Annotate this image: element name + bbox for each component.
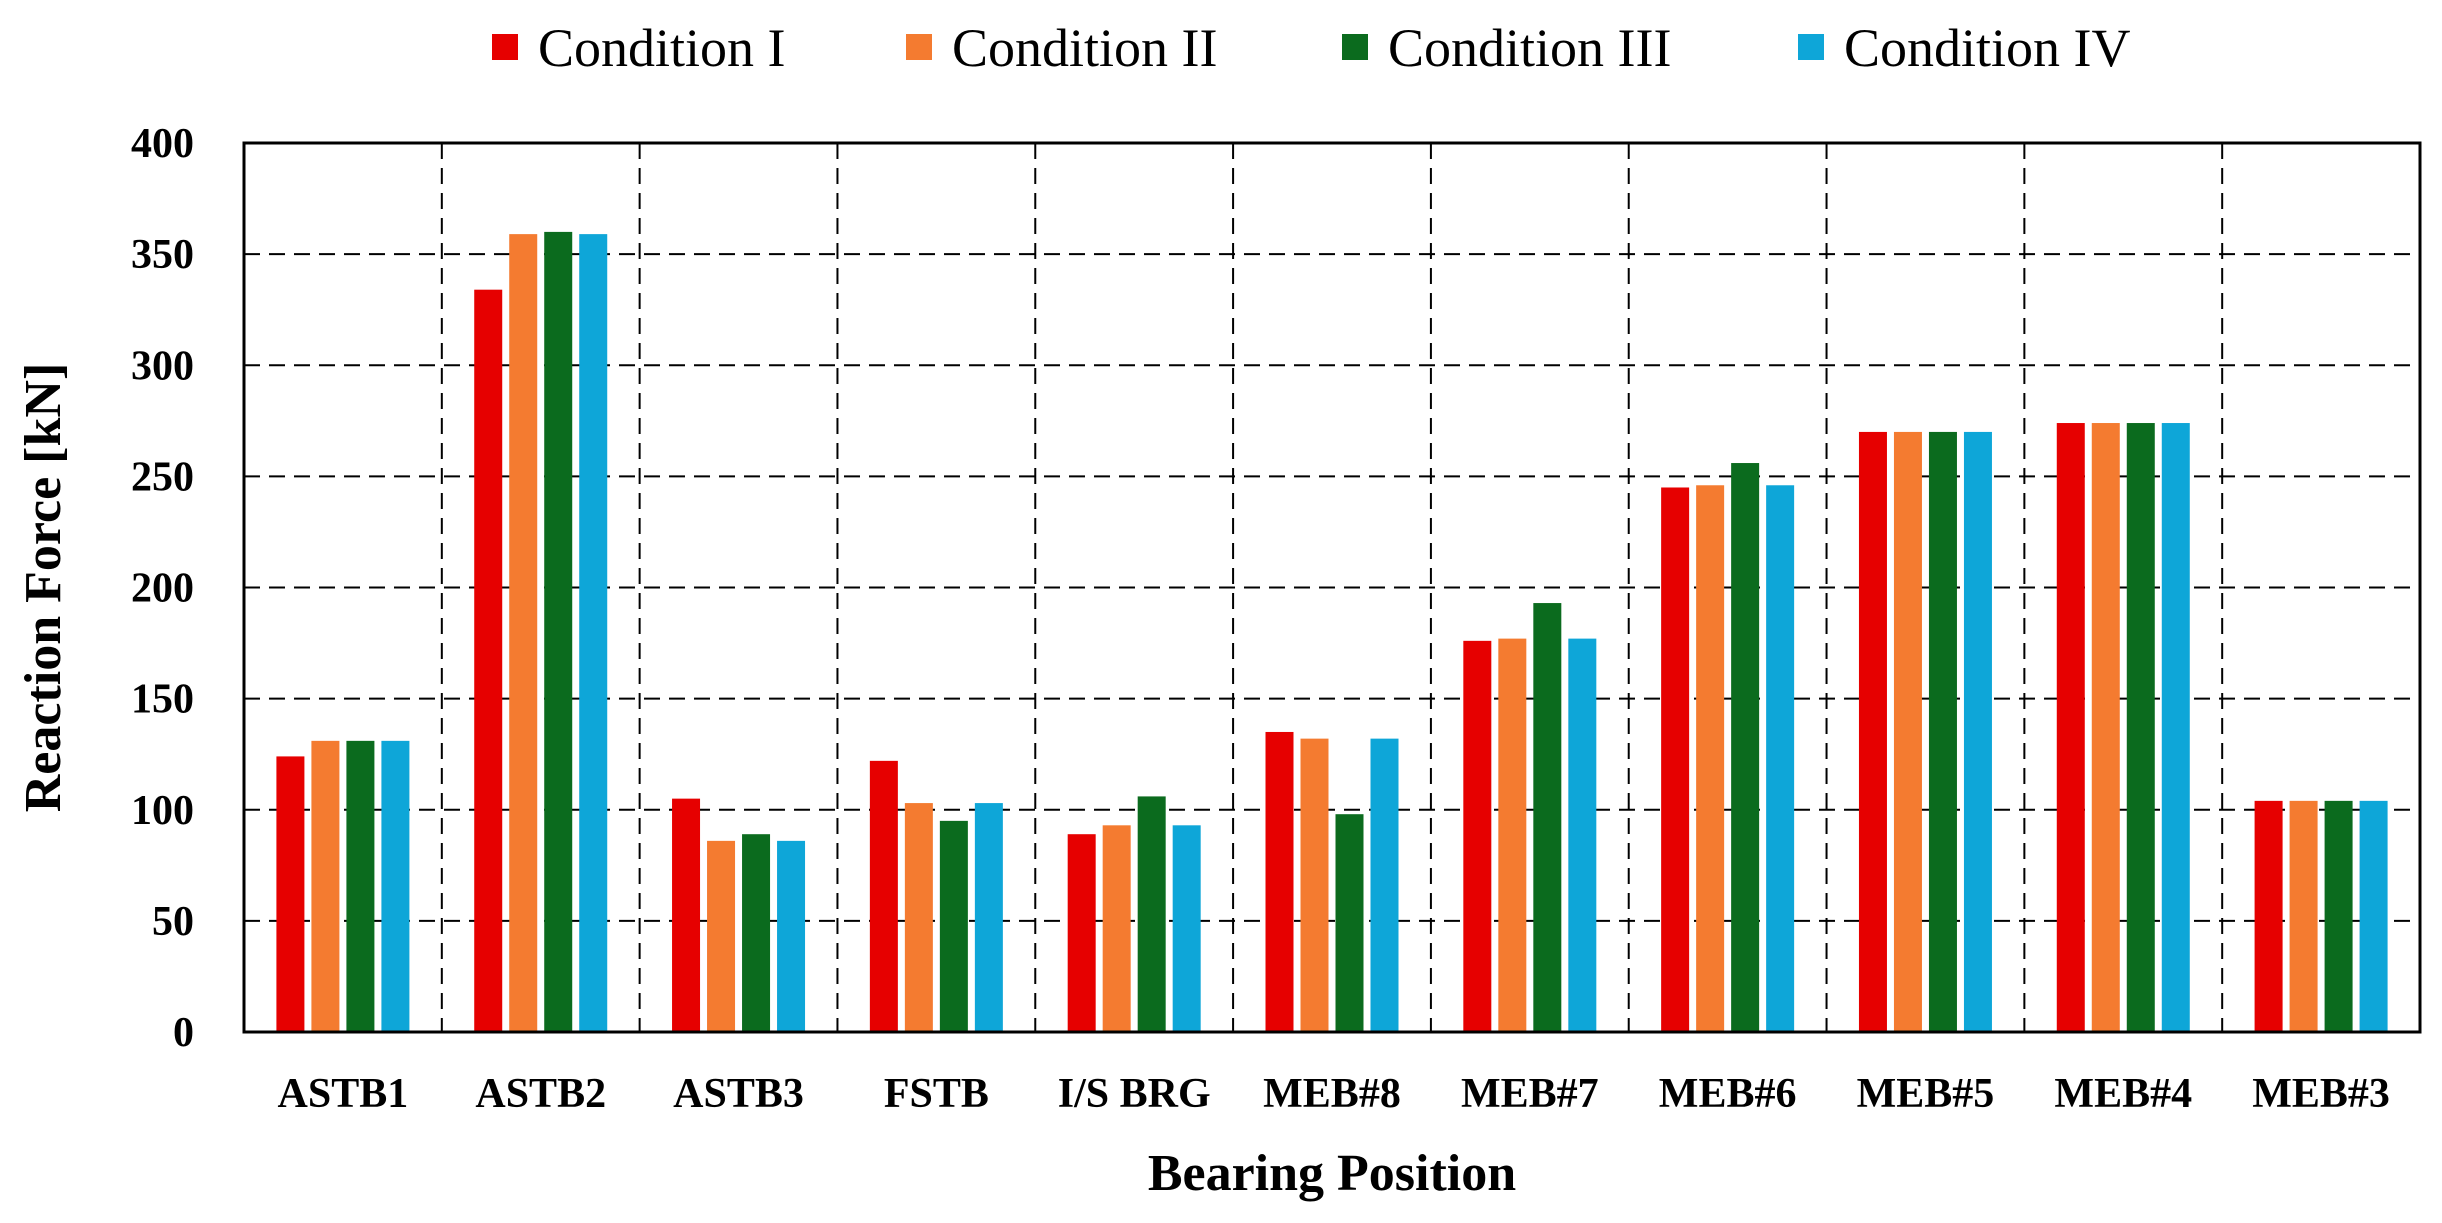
- bar: [1172, 825, 1201, 1032]
- bar: [544, 231, 573, 1032]
- bar: [1731, 463, 1760, 1032]
- bar: [1137, 796, 1166, 1032]
- bar: [2359, 800, 2388, 1032]
- bar: [2254, 800, 2283, 1032]
- legend-swatch: [492, 34, 518, 60]
- plot-frame: [242, 141, 2422, 1034]
- bar: [509, 234, 538, 1032]
- y-tick-label: 250: [131, 454, 194, 500]
- x-category-label: MEB#4: [2054, 1071, 2192, 1117]
- x-category-label: MEB#6: [1659, 1071, 1797, 1117]
- legend-swatch: [1342, 34, 1368, 60]
- y-tick-label: 400: [131, 121, 194, 167]
- legend-label: Condition I: [538, 18, 786, 78]
- x-category-label: ASTB3: [673, 1071, 804, 1117]
- bar: [974, 803, 1003, 1032]
- y-tick-label: 300: [131, 343, 194, 389]
- legend-label: Condition III: [1388, 18, 1671, 78]
- bar: [2324, 800, 2353, 1032]
- bar: [742, 834, 771, 1032]
- x-category-label: I/S BRG: [1058, 1071, 1211, 1117]
- bar: [2091, 423, 2120, 1032]
- y-tick-label: 200: [131, 566, 194, 612]
- bar: [1102, 825, 1131, 1032]
- y-axis-title: Reaction Force [kN]: [15, 363, 72, 813]
- x-category-label: MEB#7: [1461, 1071, 1599, 1117]
- y-tick-label: 100: [131, 788, 194, 834]
- bar: [869, 760, 898, 1032]
- bars: [276, 231, 2388, 1032]
- bar: [1300, 738, 1329, 1032]
- bar: [2126, 423, 2155, 1032]
- y-axis-ticks: 0 50 100 150 200 250 300 350 400: [131, 121, 194, 1056]
- bar: [1067, 834, 1096, 1032]
- y-tick-label: 0: [173, 1010, 194, 1056]
- y-tick-label: 350: [131, 232, 194, 278]
- bar: [1661, 487, 1690, 1032]
- bar: [1265, 731, 1294, 1032]
- bar: [579, 234, 608, 1032]
- bar: [777, 840, 806, 1032]
- x-axis-categories: ASTB1 ASTB2 ASTB3 FSTB I/S BRG MEB#8 MEB#7 MEB#…: [278, 1071, 2390, 1117]
- bar: [276, 756, 305, 1032]
- x-category-label: MEB#5: [1857, 1071, 1995, 1117]
- bar: [1498, 638, 1527, 1032]
- bar: [672, 798, 701, 1032]
- x-category-label: MEB#8: [1263, 1071, 1401, 1117]
- y-tick-label: 50: [152, 899, 194, 945]
- x-category-label: ASTB2: [475, 1071, 606, 1117]
- bar: [2161, 423, 2190, 1032]
- bar: [707, 840, 736, 1032]
- bar: [904, 803, 933, 1032]
- x-axis-title: Bearing Position: [1148, 1145, 1516, 1202]
- bar: [474, 289, 503, 1032]
- bar: [346, 740, 375, 1032]
- bar: [2056, 423, 2085, 1032]
- legend-label: Condition II: [952, 18, 1218, 78]
- bar: [1928, 431, 1957, 1032]
- x-category-label: FSTB: [884, 1071, 989, 1117]
- bar: [1696, 485, 1725, 1032]
- bar: [939, 820, 968, 1032]
- bar: [1893, 431, 1922, 1032]
- x-category-label: ASTB1: [278, 1071, 409, 1117]
- bar: [1858, 431, 1887, 1032]
- x-category-label: MEB#3: [2252, 1071, 2390, 1117]
- bar: [1533, 603, 1562, 1032]
- legend-label: Condition IV: [1844, 18, 2131, 78]
- bar: [311, 740, 340, 1032]
- legend-swatch: [1798, 34, 1824, 60]
- bar: [1568, 638, 1597, 1032]
- bar: [1370, 738, 1399, 1032]
- legend: Condition I Condition II Condition III Cond…: [492, 18, 2131, 78]
- bar: [1463, 640, 1492, 1032]
- bar: [381, 740, 410, 1032]
- bar: [1335, 814, 1364, 1032]
- bar: [1963, 431, 1992, 1032]
- bar: [1766, 485, 1795, 1032]
- y-tick-label: 150: [131, 677, 194, 723]
- legend-swatch: [906, 34, 932, 60]
- bar: [2289, 800, 2318, 1032]
